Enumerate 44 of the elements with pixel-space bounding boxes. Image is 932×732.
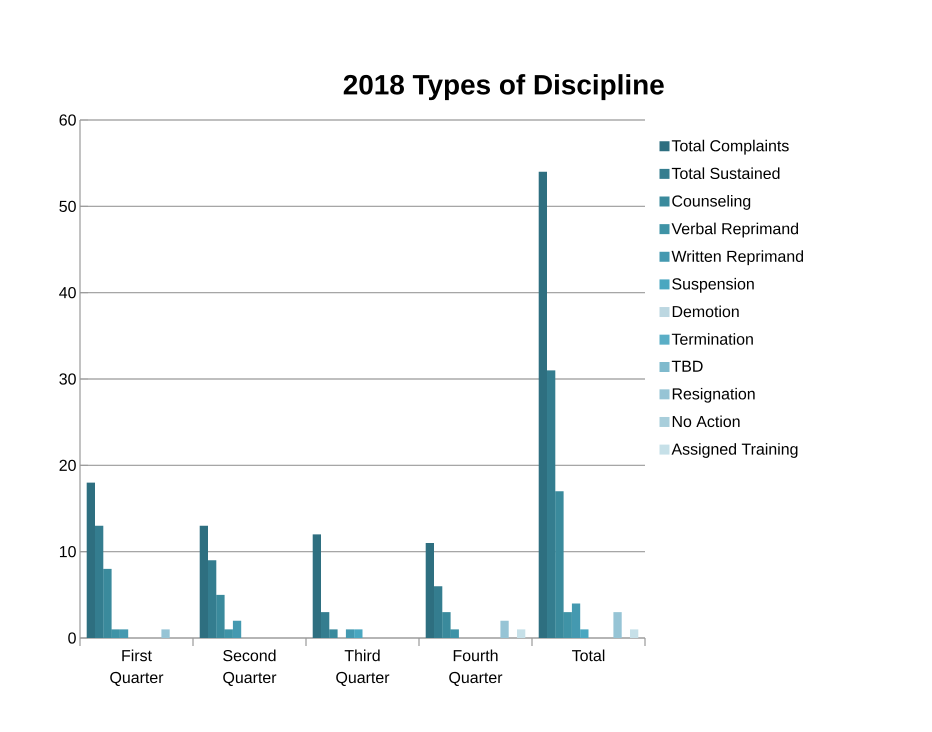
legend-label: Total Complaints <box>672 140 789 155</box>
bar <box>434 586 442 638</box>
x-tick-label: Third Quarter <box>336 650 390 686</box>
x-tick-label: First Quarter <box>110 650 164 686</box>
y-tick-label: 60 <box>60 114 76 126</box>
bar <box>547 370 556 638</box>
bar <box>517 629 526 638</box>
legend-label: Termination <box>672 333 753 345</box>
x-tick-label: Second Quarter <box>223 650 276 686</box>
bar <box>312 534 322 638</box>
bar <box>200 526 208 638</box>
bar <box>354 629 363 638</box>
bar <box>329 629 338 638</box>
x-tick-label: Fourth Quarter <box>449 650 502 686</box>
bar <box>346 629 354 638</box>
x-tick-label: Total <box>572 650 604 662</box>
bar <box>500 620 509 638</box>
bar <box>538 172 548 638</box>
legend-label: Verbal Reprimand <box>672 222 798 238</box>
legend-label: Suspension <box>672 278 754 293</box>
legend-label: Demotion <box>672 306 739 318</box>
y-tick-label: 10 <box>60 546 76 558</box>
bar <box>208 560 216 638</box>
bar <box>613 612 622 638</box>
legend-label: Written Reprimand <box>672 250 804 266</box>
bar <box>321 612 330 638</box>
chart-title: 2018 Types of Discipline <box>344 74 664 100</box>
legend-label: Resignation <box>672 388 755 403</box>
bar <box>426 543 434 638</box>
bar <box>630 629 638 638</box>
y-tick-label: 50 <box>59 200 76 212</box>
y-tick-label: 20 <box>60 460 76 471</box>
y-tick-label: 40 <box>59 287 76 298</box>
legend-label: TBD <box>672 360 703 372</box>
legend-label: Assigned Training <box>672 443 798 458</box>
y-tick-label: 0 <box>68 632 76 644</box>
legend-label: No Action <box>672 415 740 428</box>
bar <box>580 629 589 638</box>
legend-label: Counseling <box>672 194 750 210</box>
legend-label: Total Sustained <box>672 167 780 180</box>
y-tick-label: 30 <box>59 373 76 385</box>
bar <box>95 526 104 638</box>
bar <box>161 629 170 638</box>
bar <box>86 482 95 638</box>
